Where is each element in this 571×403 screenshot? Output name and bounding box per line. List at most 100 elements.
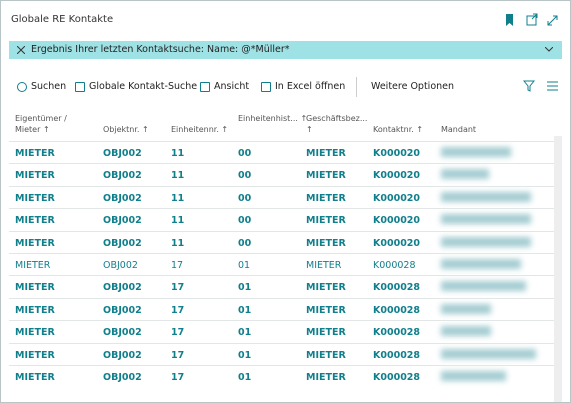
table-cell: MIETER <box>15 215 55 227</box>
table-cell: 17 <box>171 304 185 316</box>
table-cell: MIETER <box>15 304 55 316</box>
table-row[interactable]: MIETER OBJ002 17 01 MIETER K000028 <box>9 342 554 366</box>
table-cell: 11 <box>171 215 185 227</box>
table-cell: 17 <box>171 327 185 339</box>
redacted-text <box>441 169 489 180</box>
table-cell: 01 <box>238 282 252 294</box>
table-cell: OBJ002 <box>103 349 142 361</box>
table-cell: OBJ002 <box>103 148 142 159</box>
table-row[interactable]: MIETER OBJ002 17 01 MIETER K000028 <box>9 275 554 298</box>
filter-text: Ergebnis Ihrer letzten Kontaktsuche: Nam… <box>31 44 290 55</box>
table-cell: MIETER <box>306 282 346 294</box>
table-cell: 00 <box>238 192 252 204</box>
table-cell: K000028 <box>373 349 421 361</box>
table-cell: K000028 <box>373 282 421 294</box>
table-cell: OBJ002 <box>103 260 138 271</box>
toolbar-icon <box>261 82 271 92</box>
table-cell: 17 <box>171 372 185 383</box>
column-header[interactable]: Objektnr. ↑ <box>103 125 149 134</box>
toolbar-icon <box>75 82 85 92</box>
table-cell: 00 <box>238 170 252 182</box>
redacted-text <box>441 348 536 359</box>
table-cell: MIETER <box>306 327 346 339</box>
table-cell: MIETER <box>306 215 346 227</box>
redacted-text <box>441 326 491 337</box>
table-cell: MIETER <box>15 170 55 182</box>
table-cell: 11 <box>171 192 185 204</box>
table-cell: OBJ002 <box>103 282 142 294</box>
table-cell: 00 <box>238 148 252 159</box>
table-cell: 11 <box>171 170 185 182</box>
page-title: Globale RE Kontakte <box>11 14 114 25</box>
column-header[interactable]: Mandant <box>441 125 477 134</box>
table-cell: MIETER <box>306 349 346 361</box>
column-header[interactable]: Geschäftsbez... ↑ <box>306 114 368 134</box>
table-cell: K000020 <box>373 237 421 249</box>
table-cell: 01 <box>238 372 252 383</box>
filter-bar[interactable]: Ergebnis Ihrer letzten Kontaktsuche: Nam… <box>9 41 562 59</box>
table-cell: K000028 <box>373 327 421 339</box>
table-cell: OBJ002 <box>103 327 142 339</box>
table-cell: K000028 <box>373 304 421 316</box>
toolbar-button[interactable]: Suchen <box>31 81 67 92</box>
table-cell: 17 <box>171 260 184 271</box>
redacted-text <box>441 281 526 292</box>
table-cell: MIETER <box>306 170 346 182</box>
table-row[interactable]: MIETER OBJ002 11 00 MIETER K000020 <box>9 163 554 186</box>
table-cell: OBJ002 <box>103 215 142 227</box>
table-row[interactable]: MIETER OBJ002 17 01 MIETER K000028 <box>9 320 554 343</box>
table-cell: MIETER <box>15 237 55 249</box>
table-row[interactable]: MIETER OBJ002 17 01 MIETER K000028 <box>9 297 554 321</box>
table-cell: MIETER <box>306 192 346 204</box>
table-cell: MIETER <box>15 327 55 339</box>
toolbar-button[interactable]: Globale Kontakt-Suche <box>89 81 198 92</box>
toolbar-icon <box>200 82 210 92</box>
table-cell: MIETER <box>15 282 55 294</box>
table-cell: OBJ002 <box>103 372 142 383</box>
table-row[interactable]: MIETER OBJ002 11 00 MIETER K000020 <box>9 208 554 231</box>
table-cell: K000020 <box>373 215 421 227</box>
table-row[interactable]: MIETER OBJ002 11 00 MIETER K000020 <box>9 141 554 164</box>
redacted-text <box>441 236 531 247</box>
table-cell: 11 <box>171 148 185 159</box>
toolbar-button[interactable]: In Excel öffnen <box>275 81 346 92</box>
table-row[interactable]: MIETER OBJ002 17 01 MIETER K000028 <box>9 365 554 388</box>
table-cell: K000028 <box>373 372 421 383</box>
toolbar-icons[interactable] <box>523 80 559 92</box>
redacted-text <box>441 371 506 381</box>
table-cell: MIETER <box>15 148 55 159</box>
table-row[interactable]: MIETER OBJ002 11 00 MIETER K000020 <box>9 230 554 254</box>
table-cell: 01 <box>238 304 252 316</box>
title-icons <box>506 13 558 26</box>
column-header[interactable]: Einheitennr. ↑ <box>171 125 229 134</box>
table-cell: 01 <box>238 327 252 339</box>
redacted-text <box>441 214 531 225</box>
redacted-text <box>441 147 511 157</box>
more-options[interactable]: Weitere Optionen <box>371 81 455 92</box>
table-cell: K000020 <box>373 192 421 204</box>
table-row[interactable]: MIETER OBJ002 11 00 MIETER K000020 <box>9 185 554 209</box>
toolbar-icon <box>17 82 27 92</box>
table-cell: MIETER <box>15 192 55 204</box>
table-cell: 01 <box>238 349 252 361</box>
table-cell: MIETER <box>15 260 51 271</box>
table-cell: 17 <box>171 349 185 361</box>
table-cell: MIETER <box>306 237 346 249</box>
column-header[interactable]: Eigentümer / Mieter ↑ <box>15 114 67 134</box>
table-cell: OBJ002 <box>103 304 142 316</box>
table-cell: MIETER <box>15 349 55 361</box>
table-cell: MIETER <box>306 148 346 159</box>
table-cell: 17 <box>171 282 185 294</box>
table-cell: 00 <box>238 237 252 249</box>
column-header[interactable]: Kontaktnr. ↑ <box>373 125 424 134</box>
column-header[interactable]: Einheitenhist... ↑ <box>238 114 308 123</box>
table-cell: K000020 <box>373 148 421 159</box>
redacted-text <box>441 303 491 314</box>
table-cell: OBJ002 <box>103 237 142 249</box>
toolbar-button[interactable]: Ansicht <box>214 81 250 92</box>
table-cell: OBJ002 <box>103 192 142 204</box>
table-cell: OBJ002 <box>103 170 142 182</box>
table-row[interactable]: MIETER OBJ002 17 01 MIETER K000028 <box>9 253 554 276</box>
table-cell: MIETER <box>306 260 342 271</box>
redacted-text <box>441 259 521 269</box>
